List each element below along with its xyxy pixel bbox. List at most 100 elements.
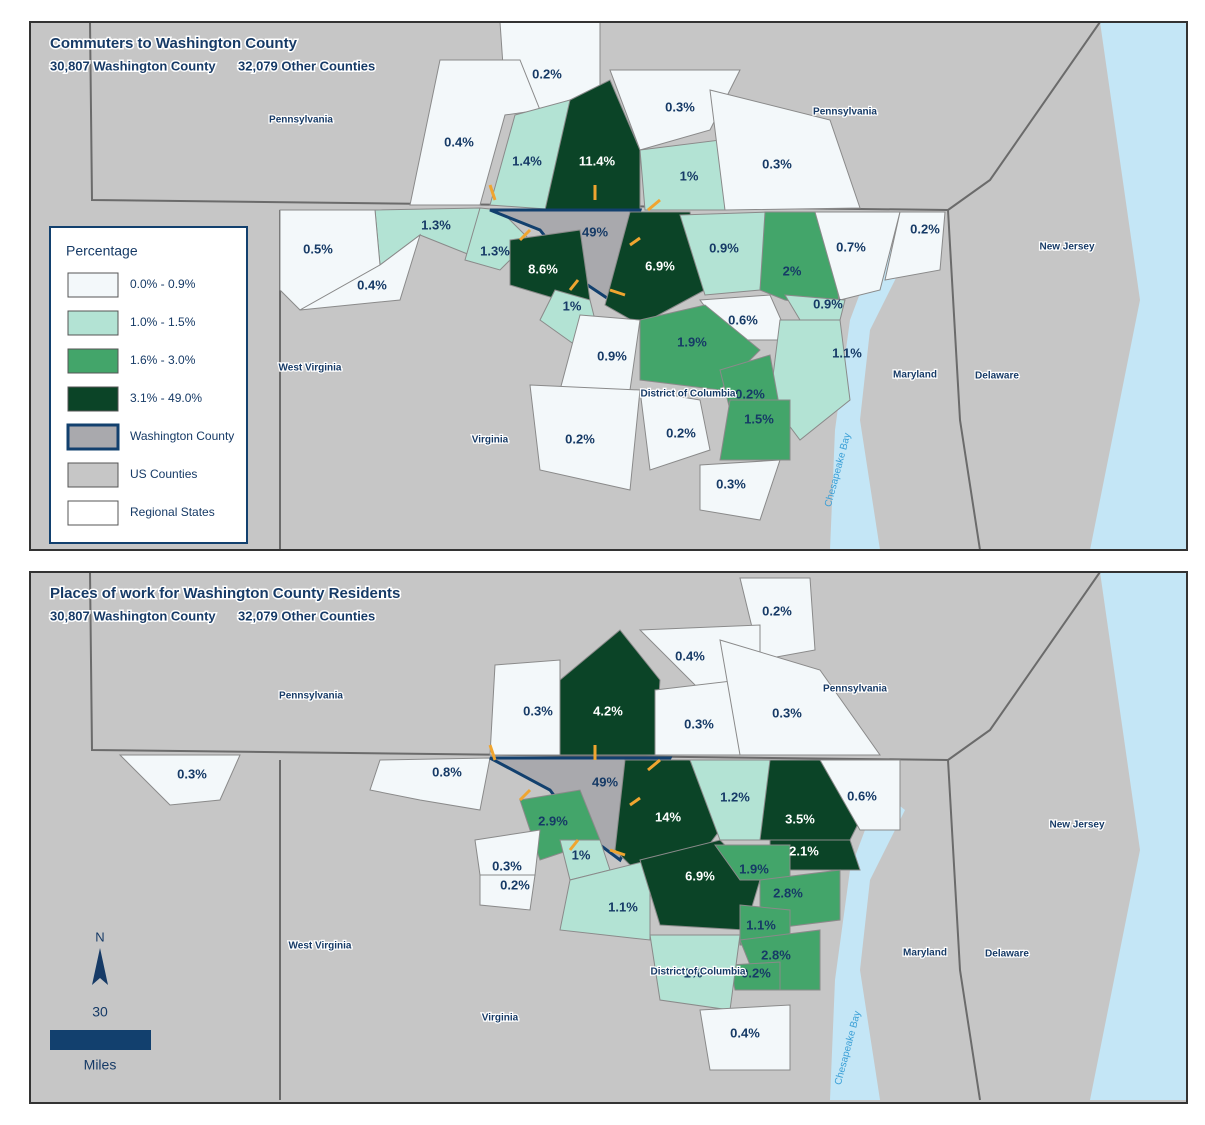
state-borders bbox=[89, 572, 1101, 1101]
county-label: 2.1% bbox=[789, 843, 819, 858]
county-label: 0.2% bbox=[666, 425, 696, 440]
county bbox=[544, 79, 641, 211]
legend-label: Washington County bbox=[130, 429, 234, 443]
ocean bbox=[1090, 572, 1187, 1100]
county-label: 0.4% bbox=[444, 134, 474, 149]
county-label: 0.5% bbox=[303, 241, 333, 256]
county-label: 0.2% bbox=[762, 603, 792, 618]
legend-title: Percentage bbox=[66, 243, 138, 259]
place-label: District of Columbia bbox=[640, 389, 735, 400]
county-label: 1% bbox=[680, 168, 699, 183]
county-label: 1% bbox=[684, 965, 703, 980]
county-label: 0.3% bbox=[716, 476, 746, 491]
arrow bbox=[609, 288, 626, 297]
legend-label: 0.0% - 0.9% bbox=[130, 277, 196, 291]
county-label: 0.2% bbox=[532, 66, 562, 81]
arrow bbox=[568, 839, 580, 851]
county-label: 0.2% bbox=[735, 386, 765, 401]
county-label: 0.3% bbox=[772, 705, 802, 720]
county-label: 0.9% bbox=[709, 240, 739, 255]
legend-swatch bbox=[67, 272, 119, 298]
county-label: 2.8% bbox=[773, 885, 803, 900]
county-label: 1.1% bbox=[608, 899, 638, 914]
county-label: 1.9% bbox=[677, 334, 707, 349]
place-label: District of Columbia bbox=[650, 967, 745, 978]
county-label: 1.3% bbox=[421, 217, 451, 232]
county-label: 0.6% bbox=[728, 312, 758, 327]
county bbox=[639, 389, 711, 471]
county bbox=[559, 859, 651, 941]
ocean bbox=[1090, 22, 1187, 550]
county-label: 0.8% bbox=[432, 764, 462, 779]
county-label: 0.2% bbox=[910, 221, 940, 236]
map-title: Places of work for Washington County Res… bbox=[50, 585, 400, 602]
place-label: Pennsylvania bbox=[813, 107, 877, 118]
county-label: 1.4% bbox=[512, 153, 542, 168]
legend-swatch bbox=[67, 310, 119, 336]
legend-swatch bbox=[67, 348, 119, 374]
county-label: 0.7% bbox=[836, 239, 866, 254]
county-label: 2.8% bbox=[761, 947, 791, 962]
arrow bbox=[647, 198, 661, 212]
arrow bbox=[629, 796, 641, 807]
county-label: 0.2% bbox=[565, 431, 595, 446]
county-label: 0.4% bbox=[730, 1025, 760, 1040]
county-label: 1.1% bbox=[746, 917, 776, 932]
county bbox=[759, 759, 861, 841]
county-label: 4.2% bbox=[593, 703, 623, 718]
legend-swatch bbox=[67, 462, 119, 488]
legend-swatch bbox=[67, 500, 119, 526]
north-label: N bbox=[95, 929, 104, 944]
place-label: Maryland bbox=[903, 948, 947, 959]
arrow bbox=[488, 744, 497, 761]
county-label: 1.1% bbox=[832, 345, 862, 360]
legend-label: Regional States bbox=[130, 505, 215, 519]
summary: 30,807 Washington County bbox=[50, 608, 216, 623]
county-label: 1.3% bbox=[480, 243, 510, 258]
legend-label: 3.1% - 49.0% bbox=[130, 391, 202, 405]
county-label: 0.4% bbox=[357, 277, 387, 292]
scale-bar bbox=[50, 1030, 151, 1050]
legend-swatch bbox=[66, 423, 120, 451]
county-label: 0.6% bbox=[847, 788, 877, 803]
county bbox=[719, 399, 791, 461]
county bbox=[699, 1004, 791, 1071]
place-label: Delaware bbox=[975, 371, 1019, 382]
county bbox=[609, 69, 741, 151]
map-panel: 0.2% 0.4% 4.2% 0.3% 0.3% 0.3% 0.3% 0.8% 49% 2.9% 1… bbox=[30, 572, 1187, 1103]
county bbox=[884, 211, 946, 281]
county-label: 0.3% bbox=[492, 858, 522, 873]
county-label: 0.2% bbox=[741, 965, 771, 980]
arrow bbox=[647, 758, 661, 772]
county-label: 0.3% bbox=[523, 703, 553, 718]
county-label: 2.9% bbox=[538, 813, 568, 828]
county-label: 1.9% bbox=[739, 861, 769, 876]
county-label: 11.4% bbox=[579, 153, 616, 168]
county-label: 49% bbox=[592, 774, 618, 789]
place-label: West Virginia bbox=[279, 363, 342, 374]
legend-label: 1.0% - 1.5% bbox=[130, 315, 196, 329]
place-label: New Jersey bbox=[1039, 242, 1094, 253]
county bbox=[479, 874, 536, 911]
county-label: 2% bbox=[783, 263, 802, 278]
county-label: 6.9% bbox=[645, 258, 675, 273]
place-label: Maryland bbox=[893, 370, 937, 381]
county bbox=[709, 89, 861, 211]
arrow bbox=[629, 236, 641, 247]
county-label: 0.4% bbox=[675, 648, 705, 663]
panel-frame bbox=[29, 21, 1188, 551]
county bbox=[409, 59, 541, 206]
arrow bbox=[488, 184, 497, 201]
summary: 30,807 Washington County bbox=[50, 58, 216, 73]
county bbox=[299, 233, 421, 311]
arrow bbox=[518, 228, 532, 242]
county bbox=[529, 384, 641, 491]
place-label: Delaware bbox=[985, 949, 1029, 960]
place-label: Pennsylvania bbox=[823, 684, 887, 695]
county bbox=[369, 757, 491, 811]
county-label: 1% bbox=[563, 298, 582, 313]
place-label: Virginia bbox=[482, 1013, 519, 1024]
summary: 32,079 Other Counties bbox=[238, 608, 375, 623]
panel-frame bbox=[29, 571, 1188, 1104]
